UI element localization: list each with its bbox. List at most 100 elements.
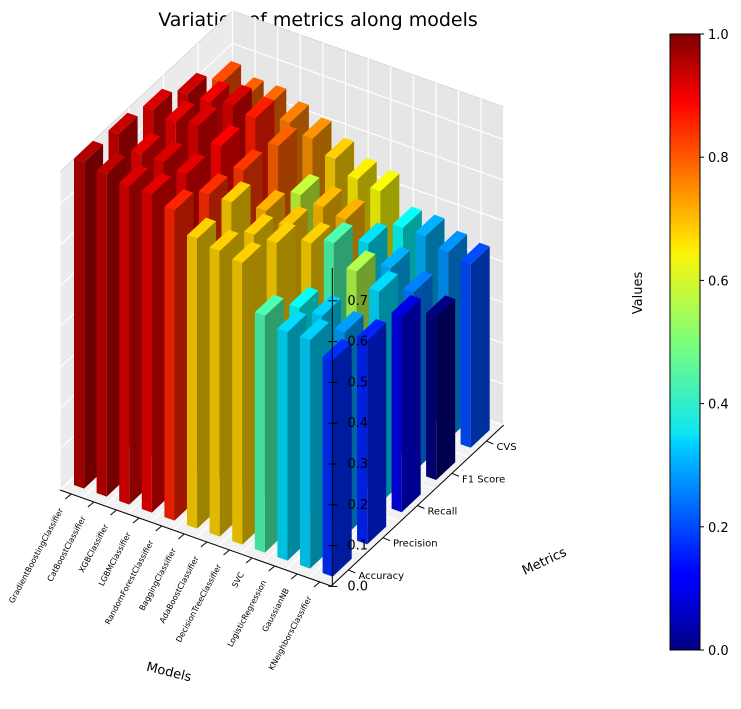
- y-tick: [382, 537, 391, 542]
- bar-top-face: [426, 295, 456, 317]
- bars-group: [74, 61, 490, 577]
- bar-top-face: [176, 153, 206, 175]
- bar: [460, 242, 490, 448]
- z-tick-label: 0.7: [347, 294, 368, 309]
- bar: [426, 295, 456, 480]
- y-tick-label: Accuracy: [358, 571, 404, 582]
- bar-top-face: [325, 137, 355, 159]
- bar-top-face: [347, 158, 377, 180]
- bar-top-face: [334, 311, 364, 333]
- bar-top-face: [289, 286, 319, 309]
- bar-top-face: [232, 241, 262, 263]
- bar-top-face: [357, 319, 387, 341]
- bar-top-face: [277, 310, 307, 333]
- bar-top-face: [460, 242, 490, 265]
- y-tick-label: F1 Score: [462, 474, 505, 485]
- bar-top-face: [198, 173, 228, 195]
- bar-top-face: [335, 198, 365, 220]
- bar-front-face: [209, 247, 220, 537]
- bar-top-face: [322, 339, 352, 361]
- x-tick: [245, 557, 253, 564]
- bar-front-face: [254, 312, 265, 553]
- bar-top-face: [177, 72, 207, 95]
- colorbar-tick-label: 1.0: [708, 28, 729, 43]
- y-tick-label: Recall: [427, 507, 457, 518]
- bar: [391, 295, 421, 513]
- bar-top-face: [153, 141, 183, 163]
- bar-top-face: [370, 170, 400, 192]
- x-tick: [64, 493, 72, 500]
- bar-top-face: [221, 181, 251, 203]
- bar-top-face: [254, 294, 284, 316]
- bar-top-face: [391, 295, 421, 317]
- bar-top-face: [438, 230, 468, 253]
- bar-top-face: [119, 165, 149, 187]
- z-tick-label: 0.6: [347, 335, 368, 350]
- bar-top-face: [369, 270, 399, 292]
- colorbar-tick-label: 0.8: [708, 151, 729, 166]
- bar-top-face: [256, 189, 286, 212]
- bar-top-face: [358, 222, 388, 244]
- bar-side-face: [436, 299, 456, 480]
- bar-top-face: [233, 149, 263, 171]
- bar-top-face: [323, 222, 353, 244]
- bar-front-face: [322, 356, 333, 577]
- z-tick-label: 0.5: [347, 375, 368, 390]
- bar: [357, 319, 387, 545]
- colorbar-gradient: [669, 33, 701, 651]
- y-tick: [486, 440, 494, 445]
- bar-top-face: [210, 124, 240, 147]
- z-tick-label: 0.0: [347, 579, 368, 594]
- colorbar-tick-label: 0.2: [708, 521, 729, 536]
- bar-front-face: [460, 260, 471, 448]
- bar-front-face: [300, 336, 311, 569]
- bar-top-face: [311, 294, 341, 317]
- bar-top-face: [141, 173, 171, 195]
- y-tick-label: CVS: [496, 442, 516, 453]
- bar-front-face: [391, 312, 402, 513]
- x-tick-label: RandomForestClassifier: [103, 538, 156, 626]
- bar-top-face: [96, 152, 126, 175]
- colorbar: 0.0 0.2 0.4 0.6 0.8 1.0: [669, 28, 729, 659]
- chart-title: Variation of metrics along models: [158, 9, 478, 31]
- y-tick: [451, 472, 460, 477]
- bar-front-face: [187, 235, 198, 529]
- bar-top-face: [74, 140, 104, 163]
- x-tick-label: SVC: [230, 570, 246, 589]
- y-axis-line: [330, 424, 505, 587]
- bar-top-face: [300, 318, 330, 341]
- bar-top-face: [346, 250, 376, 272]
- bar-top-face: [222, 84, 252, 106]
- bar-front-face: [119, 182, 130, 505]
- bar-top-face: [131, 133, 161, 155]
- bar-front-face: [96, 170, 107, 497]
- bar-top-face: [143, 88, 173, 110]
- x-tick: [290, 573, 298, 580]
- colorbar-tick-label: 0.6: [708, 274, 729, 289]
- x-tick: [200, 541, 208, 548]
- x-axis-line: [59, 489, 332, 587]
- bar-top-face: [392, 206, 422, 228]
- y-tick-label: Precision: [393, 539, 438, 550]
- bar-top-face: [267, 125, 297, 147]
- bar-top-face: [403, 271, 433, 293]
- bar-top-face: [313, 186, 343, 208]
- bar-front-face: [277, 328, 288, 561]
- bar-side-face: [470, 246, 490, 448]
- bar-front-face: [426, 313, 437, 480]
- bar-side-face: [367, 322, 387, 545]
- bar-top-face: [290, 174, 320, 196]
- bar-top-face: [164, 189, 194, 211]
- z-tick-label: 0.1: [347, 539, 368, 554]
- bar-top-face: [212, 61, 242, 83]
- bar-top-face: [301, 222, 331, 244]
- colorbar-tick-label: 0.4: [708, 398, 729, 413]
- bar-top-face: [302, 117, 332, 139]
- bar-top-face: [266, 221, 296, 244]
- colorbar-ticks: 0.0 0.2 0.4 0.6 0.8 1.0: [700, 28, 729, 659]
- x-tick: [110, 509, 117, 516]
- bar-top-face: [209, 229, 239, 251]
- x-tick: [313, 581, 321, 588]
- x-axis-label: Models: [145, 660, 193, 686]
